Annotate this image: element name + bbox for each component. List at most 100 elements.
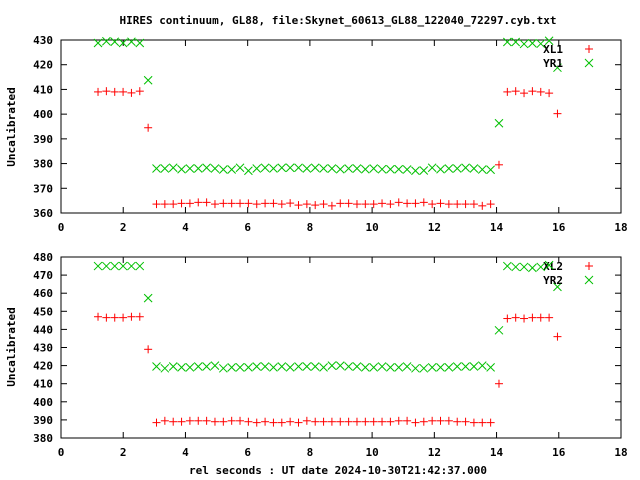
data-point	[378, 199, 387, 208]
data-point	[135, 38, 145, 48]
data-point	[327, 417, 336, 426]
data-point	[520, 89, 529, 98]
y-tick-label: 420	[33, 360, 53, 373]
data-point	[235, 363, 245, 372]
data-point	[319, 200, 328, 209]
x-tick-label: 18	[614, 446, 627, 459]
data-point	[152, 362, 161, 371]
data-point	[127, 88, 136, 97]
data-point	[219, 199, 228, 208]
data-point	[461, 362, 470, 371]
x-tick-label: 12	[428, 221, 441, 234]
data-point	[394, 164, 404, 174]
data-point	[202, 362, 211, 371]
data-point	[419, 417, 428, 426]
data-point	[210, 164, 220, 173]
data-point	[227, 416, 236, 425]
data-point	[185, 416, 194, 425]
y-tick-label: 460	[33, 287, 53, 300]
data-point	[477, 361, 487, 370]
data-point	[452, 164, 462, 173]
data-point	[218, 165, 228, 174]
data-point	[402, 165, 412, 174]
data-point	[144, 345, 153, 354]
data-point	[369, 417, 378, 426]
data-point	[144, 123, 153, 132]
y-tick-label: 390	[33, 133, 53, 146]
y-tick-label: 400	[33, 108, 53, 121]
legend-marker	[585, 262, 593, 270]
x-tick-label: 14	[490, 446, 504, 459]
data-point	[344, 417, 353, 426]
data-point	[311, 201, 320, 210]
y-tick-label: 400	[33, 396, 53, 409]
data-point	[93, 261, 103, 271]
data-point	[260, 163, 270, 173]
data-point	[528, 38, 537, 48]
data-point	[294, 362, 303, 371]
x-tick-label: 2	[120, 221, 127, 234]
data-point	[377, 362, 387, 371]
data-point	[302, 200, 311, 209]
data-point	[553, 282, 562, 292]
data-point	[519, 39, 529, 49]
series-XL2	[94, 312, 562, 427]
y-tick-label: 370	[33, 182, 53, 195]
y-tick-label: 360	[33, 207, 53, 220]
data-point	[160, 416, 169, 425]
data-point	[252, 164, 262, 173]
data-point	[252, 362, 262, 371]
x-axis-label: rel seconds : UT date 2024-10-30T21:42:3…	[189, 464, 487, 477]
data-point	[210, 417, 219, 426]
data-point	[411, 363, 420, 373]
data-point	[327, 201, 336, 210]
data-point	[511, 262, 521, 272]
data-point	[511, 87, 520, 96]
data-point	[152, 418, 161, 427]
series-YR1	[93, 36, 562, 176]
data-point	[519, 262, 529, 272]
data-point	[452, 362, 462, 371]
data-point	[494, 379, 503, 388]
data-point	[478, 201, 487, 210]
data-point	[553, 109, 562, 118]
data-point	[402, 362, 412, 371]
data-point	[403, 416, 412, 425]
legend-marker	[584, 275, 594, 285]
data-point	[177, 417, 186, 426]
data-point	[294, 201, 303, 210]
data-point	[403, 199, 412, 208]
data-point	[286, 417, 295, 426]
data-point	[118, 38, 128, 48]
x-tick-label: 6	[244, 446, 251, 459]
data-point	[310, 362, 320, 371]
data-point	[169, 200, 178, 209]
x-tick-label: 14	[490, 221, 504, 234]
x-tick-label: 6	[244, 221, 251, 234]
data-point	[319, 164, 328, 173]
data-point	[160, 164, 170, 173]
data-point	[335, 164, 345, 174]
data-point	[428, 416, 437, 425]
data-point	[520, 314, 529, 323]
data-point	[502, 37, 512, 47]
data-point	[469, 418, 478, 427]
data-point	[110, 313, 119, 322]
data-point	[369, 363, 379, 372]
data-point	[494, 118, 504, 128]
legend-marker	[584, 58, 594, 68]
data-point	[469, 164, 479, 173]
data-point	[394, 363, 404, 372]
data-point	[277, 362, 287, 371]
y-tick-label: 470	[33, 269, 53, 282]
data-point	[152, 164, 161, 173]
data-point	[536, 262, 546, 272]
data-point	[110, 87, 119, 96]
data-point	[185, 199, 194, 208]
data-point	[544, 260, 554, 270]
x-tick-label: 8	[307, 221, 314, 234]
data-point	[503, 314, 512, 323]
data-point	[286, 199, 295, 208]
data-point	[244, 166, 253, 176]
data-point	[536, 87, 545, 96]
